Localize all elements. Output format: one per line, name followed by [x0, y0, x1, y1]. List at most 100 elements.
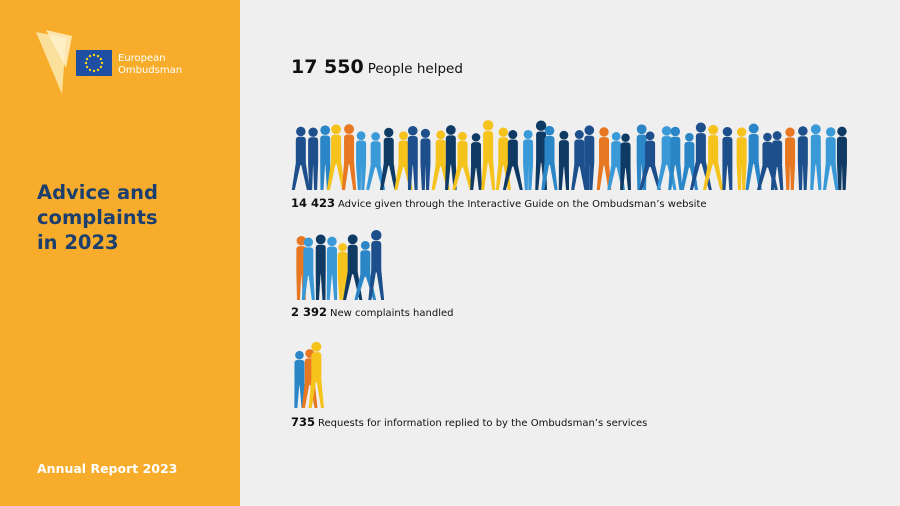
- person-figure: [308, 127, 319, 190]
- person-leg: [736, 163, 742, 190]
- person-leg: [656, 162, 667, 190]
- person-leg: [756, 165, 768, 190]
- person-head: [685, 132, 694, 142]
- person-body: [599, 137, 610, 166]
- person-figure: [523, 129, 534, 190]
- person-figure: [785, 127, 796, 190]
- person-figure: [470, 133, 482, 190]
- person-head: [798, 126, 808, 136]
- star: [92, 69, 96, 73]
- person-leg: [563, 164, 570, 190]
- person-figure: [502, 130, 523, 190]
- person-body: [536, 131, 547, 163]
- person-leg: [625, 165, 631, 190]
- person-body: [810, 134, 821, 165]
- person-body: [294, 359, 305, 386]
- headline: 17 550 People helped: [291, 56, 463, 78]
- person-head: [559, 130, 569, 140]
- star: [85, 57, 89, 61]
- person-body: [371, 241, 382, 273]
- person-leg: [703, 161, 714, 190]
- person-head: [498, 127, 508, 137]
- person-figure: [571, 129, 588, 190]
- person-figure: [823, 127, 839, 190]
- person-body: [762, 141, 773, 168]
- star: [99, 65, 103, 69]
- person-leg: [352, 271, 363, 300]
- person-leg: [713, 161, 724, 190]
- person-leg: [823, 163, 831, 190]
- person-head: [482, 120, 494, 131]
- person-body: [383, 137, 394, 166]
- person-body: [523, 139, 534, 167]
- person-figure: [722, 126, 733, 190]
- person-leg: [470, 165, 477, 190]
- star: [84, 61, 88, 65]
- person-body: [825, 137, 836, 166]
- person-figure: [703, 124, 724, 190]
- headline-number: 17 550: [291, 56, 364, 78]
- person-figure: [291, 126, 310, 190]
- person-leg: [745, 161, 754, 190]
- person-body: [471, 142, 482, 168]
- person-figure: [745, 123, 762, 190]
- person-leg: [636, 161, 642, 190]
- person-head: [445, 125, 456, 135]
- person-body: [295, 136, 306, 166]
- person-leg: [810, 161, 816, 190]
- person-leg: [488, 159, 496, 190]
- star: [96, 54, 100, 58]
- person-leg: [315, 271, 321, 300]
- footer: Annual Report 2023: [37, 461, 178, 476]
- person-leg: [343, 271, 353, 300]
- person-leg: [523, 164, 529, 190]
- item-label: 735 Requests for information replied to b…: [291, 415, 647, 429]
- person-head: [327, 236, 337, 247]
- person-leg: [354, 274, 366, 300]
- person-head: [535, 120, 547, 131]
- person-body: [584, 135, 595, 165]
- person-head: [384, 127, 394, 138]
- sidebar-title: Advice and complaints in 2023: [37, 180, 158, 255]
- person-figure: [294, 350, 305, 408]
- person-body: [507, 139, 518, 167]
- person-body: [311, 352, 322, 383]
- person-leg: [388, 163, 398, 190]
- person-body: [320, 135, 331, 165]
- person-figure: [689, 122, 712, 190]
- sidebar: European Ombudsman Advice and complaints…: [0, 0, 240, 506]
- person-leg: [316, 379, 324, 408]
- person-leg: [313, 163, 319, 190]
- person-leg: [558, 164, 564, 190]
- person-body: [636, 134, 647, 165]
- person-head: [722, 126, 733, 137]
- person-head: [661, 126, 672, 136]
- person-head: [763, 132, 772, 142]
- person-head: [458, 131, 467, 141]
- person-head: [344, 124, 355, 135]
- person-body: [574, 139, 585, 167]
- person-leg: [368, 269, 377, 300]
- person-body: [407, 136, 418, 165]
- person-leg: [476, 165, 482, 190]
- person-figure: [379, 127, 398, 190]
- star: [99, 57, 103, 61]
- person-leg: [680, 165, 690, 190]
- person-head: [523, 129, 533, 139]
- person-leg: [502, 164, 513, 190]
- person-figure: [680, 132, 699, 190]
- person-leg: [452, 165, 463, 190]
- item-label: 2 392 New complaints handled: [291, 305, 453, 319]
- person-head: [826, 127, 836, 137]
- person-body: [645, 140, 656, 168]
- person-figure: [445, 125, 457, 190]
- person-leg: [296, 272, 302, 300]
- person-head: [320, 125, 331, 136]
- person-head: [584, 125, 595, 136]
- person-head: [436, 130, 446, 140]
- person-head: [544, 125, 555, 136]
- person-body: [748, 133, 759, 164]
- person-figure: [810, 124, 822, 190]
- person-body: [303, 247, 314, 276]
- person-head: [296, 126, 306, 137]
